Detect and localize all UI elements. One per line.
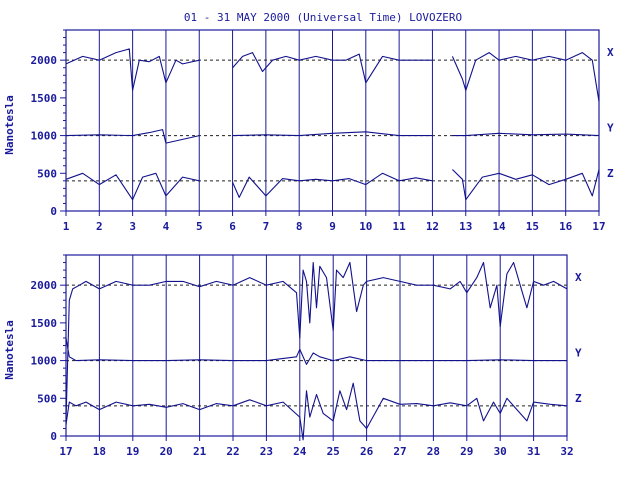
y-tick-label: 2000 [31,54,58,67]
plot-frame [65,254,568,437]
series-z-line [65,169,600,201]
series-label-x: X [607,46,614,59]
x-tick-label: 25 [327,445,340,458]
series-y-line [65,129,600,144]
series-label-x: X [575,271,582,284]
top-ylabel: Nanotesla [3,95,16,155]
y-tick-label: 2000 [31,279,58,292]
y-tick-label: 1500 [31,317,58,330]
y-tick-label: 1500 [31,92,58,105]
y-tick-label: 1000 [31,130,58,143]
bottom-panel: 0 500 1000 1500 2000 17 18 19 20 21 22 23 24 25 26 27 28… [31,254,582,458]
x-tick-label: 19 [126,445,139,458]
x-tick-label: 23 [260,445,273,458]
x-tick-label: 11 [393,220,407,233]
x-tick-label: 32 [560,445,573,458]
x-tick-label: 21 [193,445,207,458]
x-tick-label: 8 [296,220,303,233]
y-tick-label: 0 [50,430,57,443]
x-tick-label: 9 [329,220,336,233]
series-x-line [65,261,568,421]
x-tick-label: 13 [459,220,472,233]
y-tick-label: 500 [37,167,57,180]
series-label-y: Y [607,122,614,135]
x-tick-label: 2 [96,220,103,233]
x-tick-label: 16 [559,220,573,233]
x-tick-label: 5 [196,220,203,233]
y-tick-label: 1000 [31,355,58,368]
series-y-line [65,337,567,365]
series-label-z: Z [575,392,582,405]
x-tick-label: 12 [426,220,439,233]
x-tick-label: 17 [59,445,72,458]
x-tick-label: 4 [163,220,170,233]
x-tick-label: 22 [226,445,239,458]
x-tick-label: 24 [293,445,307,458]
x-tick-label: 7 [263,220,270,233]
x-tick-label: 15 [526,220,539,233]
x-tick-label: 17 [592,220,605,233]
x-tick-label: 28 [427,445,440,458]
chart-title: 01 - 31 MAY 2000 (Universal Time) LOVOZE… [184,11,462,24]
y-tick-label: 0 [50,205,57,218]
x-tick-label: 1 [63,220,70,233]
x-tick-label: 18 [93,445,106,458]
series-label-y: Y [575,347,582,360]
x-tick-label: 29 [460,445,473,458]
x-tick-label: 20 [160,445,173,458]
y-tick-label: 500 [37,392,57,405]
series-x-line [65,48,600,102]
x-tick-label: 30 [494,445,507,458]
x-tick-label: 31 [527,445,541,458]
x-tick-label: 6 [229,220,236,233]
series-label-z: Z [607,167,614,180]
x-tick-label: 3 [129,220,136,233]
x-tick-label: 27 [393,445,406,458]
bottom-ylabel: Nanotesla [3,320,16,380]
x-tick-label: 10 [359,220,372,233]
x-tick-label: 26 [360,445,374,458]
x-tick-label: 14 [492,220,506,233]
series-z-line [65,382,568,441]
